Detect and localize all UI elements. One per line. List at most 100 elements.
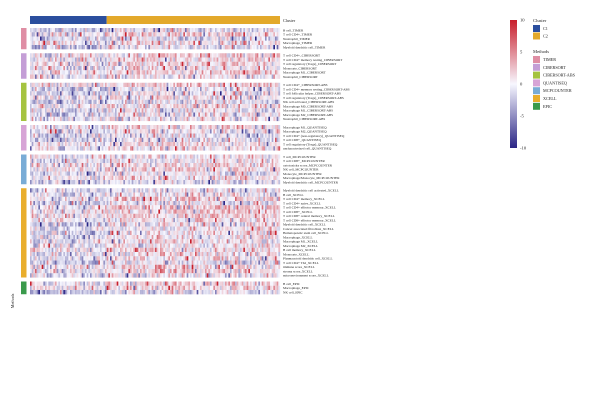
heatmap-cell	[91, 108, 94, 113]
heatmap-cell	[216, 142, 219, 147]
heatmap-cell	[91, 74, 94, 79]
heatmap-cell	[258, 66, 261, 71]
heatmap-cell	[175, 53, 177, 58]
heatmap-cell	[111, 99, 114, 105]
heatmap-cell	[195, 167, 197, 172]
heatmap-cell	[91, 40, 94, 46]
heatmap-cell	[55, 133, 57, 138]
heatmap-cell	[163, 66, 166, 71]
heatmap-cell	[196, 133, 199, 138]
heatmap-cell	[90, 66, 92, 71]
heatmap-cell	[210, 137, 212, 143]
heatmap-cell	[181, 87, 184, 92]
heatmap-cell	[40, 137, 42, 143]
heatmap-cell	[86, 53, 89, 58]
heatmap-cell	[175, 99, 177, 105]
heatmap-cell	[90, 87, 92, 92]
heatmap-cell	[221, 99, 224, 105]
heatmap-cell	[171, 116, 174, 122]
heatmap-cell	[195, 108, 197, 113]
heatmap-cell	[195, 146, 197, 151]
heatmap-cell	[183, 57, 186, 62]
heatmap-cell	[38, 146, 41, 151]
heatmap-cell	[201, 133, 204, 138]
heatmap-cell	[98, 163, 101, 168]
heatmap-cell	[90, 45, 92, 50]
heatmap-cell	[136, 82, 139, 88]
heatmap-cell	[236, 125, 239, 130]
heatmap-cell	[195, 154, 197, 159]
heatmap-cell	[161, 87, 164, 92]
heatmap-cell	[76, 104, 79, 109]
heatmap-cell	[210, 142, 212, 147]
heatmap-cell	[75, 158, 77, 164]
heatmap-cell	[41, 142, 44, 147]
heatmap-cell	[258, 104, 261, 109]
heatmap-cell	[91, 45, 94, 50]
heatmap-cell	[106, 167, 109, 172]
heatmap-cell	[181, 61, 184, 67]
heatmap-cell	[178, 142, 181, 147]
heatmap-cell	[266, 66, 269, 71]
heatmap-cell	[100, 87, 102, 92]
heatmap-cell	[146, 66, 149, 71]
heatmap-cell	[273, 87, 276, 92]
heatmap-cell	[231, 154, 234, 159]
heatmap-cell	[115, 74, 117, 79]
heatmap-cell	[178, 125, 181, 130]
heatmap-cell	[100, 108, 102, 113]
heatmap-cell	[58, 137, 61, 143]
heatmap-cell	[186, 57, 189, 62]
heatmap-cell	[55, 36, 57, 41]
heatmap-cell	[205, 108, 207, 113]
heatmap-cell	[210, 28, 212, 33]
heatmap-cell	[275, 28, 277, 33]
heatmap-cell	[191, 74, 194, 79]
heatmap-cell	[243, 108, 246, 113]
heatmap-cell	[126, 133, 129, 138]
heatmap-cell	[220, 61, 222, 67]
heatmap-cell	[246, 104, 249, 109]
heatmap-cell	[68, 91, 71, 96]
heatmap-cell	[258, 70, 261, 75]
heatmap-cell	[231, 137, 234, 143]
heatmap-cell	[33, 87, 36, 92]
heatmap-cell	[75, 61, 77, 67]
heatmap-cell	[78, 133, 81, 138]
heatmap-cell	[175, 180, 177, 185]
heatmap-cell	[230, 66, 232, 71]
heatmap-cell	[133, 82, 136, 88]
heatmap-cell	[260, 87, 262, 92]
heatmap-cell	[188, 82, 191, 88]
heatmap-cell	[45, 32, 47, 37]
heatmap-cell	[156, 167, 159, 172]
heatmap-cell	[85, 28, 87, 33]
heatmap-cell	[196, 154, 199, 159]
heatmap-cell	[278, 112, 281, 117]
heatmap-cell	[125, 125, 127, 130]
heatmap-cell	[128, 91, 131, 96]
heatmap-cell	[71, 129, 74, 134]
heatmap-cell	[80, 53, 82, 58]
heatmap-cell	[140, 116, 142, 122]
heatmap-cell	[186, 91, 189, 96]
heatmap-cell	[198, 53, 201, 58]
heatmap-cell	[241, 53, 244, 58]
heatmap-cell	[166, 66, 169, 71]
heatmap-cell	[96, 116, 99, 122]
heatmap-cell	[81, 104, 84, 109]
heatmap-cell	[233, 163, 236, 168]
heatmap-cell	[71, 95, 74, 100]
heatmap-cell	[143, 91, 146, 96]
heatmap-cell	[101, 137, 104, 143]
heatmap-cell	[40, 95, 42, 100]
heatmap-cell	[88, 61, 91, 67]
heatmap-cell	[121, 70, 124, 75]
heatmap-cell	[81, 112, 84, 117]
heatmap-cell	[120, 57, 122, 62]
heatmap-cell	[256, 57, 259, 62]
heatmap-cell	[128, 40, 131, 46]
heatmap-cell	[233, 171, 236, 176]
heatmap-cell	[233, 133, 236, 138]
heatmap-cell	[271, 146, 274, 151]
